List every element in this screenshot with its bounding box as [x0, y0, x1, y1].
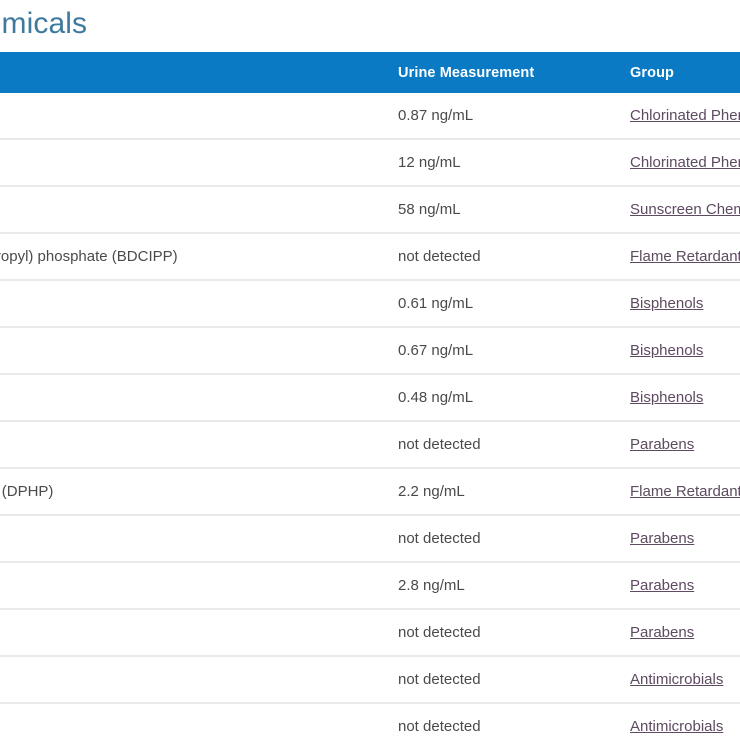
group-link[interactable]: Bisphenols — [630, 389, 704, 406]
cell-chemical-name: Bisphenol S — [0, 374, 380, 422]
group-link[interactable]: Bisphenols — [630, 342, 704, 359]
cell-chemical-name: Methyl paraben — [0, 562, 380, 610]
table-row: Butyl parabennot detected Parabens — [0, 421, 740, 469]
cell-group: Flame Retardants — [612, 233, 740, 281]
column-header-urine-measurement[interactable]: Urine Measurement — [398, 64, 535, 81]
cell-chemical-name: Diphenyl phosphate (DPHP) — [0, 468, 380, 516]
cell-chemical-name: Bisphenol A — [0, 280, 380, 328]
cell-urine-measurement: not detected — [380, 515, 612, 563]
cell-group: Bisphenols — [612, 327, 740, 375]
cell-group: Chlorinated Phenols — [612, 93, 740, 140]
group-link[interactable]: Antimicrobials — [630, 718, 724, 735]
cell-group: Antimicrobials — [612, 703, 740, 740]
table-row: Diphenyl phosphate (DPHP)2.2 ng/mL Flame … — [0, 468, 740, 516]
group-link[interactable]: Parabens — [630, 530, 695, 547]
chemicals-table: Chemical Urine Measurement Group 2,4-Dic… — [0, 52, 740, 740]
group-link[interactable]: Flame Retardants — [630, 248, 740, 265]
cell-urine-measurement: not detected — [380, 703, 612, 740]
table-row: Bisphenol A0.61 ng/mL Bisphenols — [0, 280, 740, 328]
cell-group: Parabens — [612, 562, 740, 610]
column-header-chemical[interactable]: Chemical — [0, 52, 380, 93]
cell-group: Parabens — [612, 609, 740, 657]
table-row: Bisphenol F0.67 ng/mL Bisphenols — [0, 327, 740, 375]
cell-chemical-name: 2,5-Dichlorophenol — [0, 139, 380, 187]
cell-chemical-name: Benzophenone-3 — [0, 186, 380, 234]
table-row: Bis(1,3-dichloro-2-propyl) phosphate (BD… — [0, 233, 740, 281]
cell-chemical-name: Bis(1,3-dichloro-2-propyl) phosphate (BD… — [0, 233, 380, 281]
group-link[interactable]: Chlorinated Phenols — [630, 107, 740, 124]
table-row: 2,4-Dichlorophenol0.87 ng/mL Chlorinated … — [0, 93, 740, 140]
cell-group: Chlorinated Phenols — [612, 139, 740, 187]
table-row: not detected Antimicrobials — [0, 703, 740, 740]
group-link[interactable]: Antimicrobials — [630, 671, 724, 688]
cell-chemical-name: Ethyl paraben — [0, 515, 380, 563]
table-header: Chemical Urine Measurement Group — [0, 52, 740, 93]
column-header-group[interactable]: Group — [630, 64, 674, 81]
cell-urine-measurement: 2.2 ng/mL — [380, 468, 612, 516]
cell-group: Sunscreen Chemicals — [612, 186, 740, 234]
cell-urine-measurement: 0.67 ng/mL — [380, 327, 612, 375]
table-body: 2,4-Dichlorophenol0.87 ng/mL Chlorinated … — [0, 93, 740, 740]
group-link[interactable]: Parabens — [630, 624, 695, 641]
cell-group: Parabens — [612, 421, 740, 469]
cell-chemical-name: Triclosan — [0, 656, 380, 704]
cell-urine-measurement: 58 ng/mL — [380, 186, 612, 234]
cell-urine-measurement: not detected — [380, 609, 612, 657]
table-row: Methyl paraben2.8 ng/mL Parabens — [0, 562, 740, 610]
group-link[interactable]: Bisphenols — [630, 295, 704, 312]
group-link[interactable]: Parabens — [630, 436, 695, 453]
cell-chemical-name — [0, 703, 380, 740]
cell-group: Flame Retardants — [612, 468, 740, 516]
cell-urine-measurement: not detected — [380, 421, 612, 469]
cell-urine-measurement: 0.61 ng/mL — [380, 280, 612, 328]
cell-urine-measurement: 0.87 ng/mL — [380, 93, 612, 140]
table-row: Benzophenone-358 ng/mL Sunscreen Chemical… — [0, 186, 740, 234]
cell-group: Bisphenols — [612, 374, 740, 422]
group-link[interactable]: Sunscreen Chemicals — [630, 201, 740, 218]
cell-group: Bisphenols — [612, 280, 740, 328]
table-row: Ethyl parabennot detected Parabens — [0, 515, 740, 563]
cell-urine-measurement: 12 ng/mL — [380, 139, 612, 187]
cell-urine-measurement: 0.48 ng/mL — [380, 374, 612, 422]
cell-chemical-name: Butyl paraben — [0, 421, 380, 469]
cell-urine-measurement: not detected — [380, 656, 612, 704]
cell-group: Antimicrobials — [612, 656, 740, 704]
table-row: Propyl parabennot detected Parabens — [0, 609, 740, 657]
cell-chemical-name: 2,4-Dichlorophenol — [0, 93, 380, 140]
table-header-row: Chemical Urine Measurement Group — [0, 52, 740, 93]
group-link[interactable]: Flame Retardants — [630, 483, 740, 500]
table-row: Triclosannot detected Antimicrobials — [0, 656, 740, 704]
cell-urine-measurement: not detected — [380, 233, 612, 281]
table-row: 2,5-Dichlorophenol12 ng/mL Chlorinated Ph… — [0, 139, 740, 187]
cell-chemical-name: Propyl paraben — [0, 609, 380, 657]
group-link[interactable]: Chlorinated Phenols — [630, 154, 740, 171]
table-row: Bisphenol S0.48 ng/mL Bisphenols — [0, 374, 740, 422]
cell-group: Parabens — [612, 515, 740, 563]
group-link[interactable]: Parabens — [630, 577, 695, 594]
cell-urine-measurement: 2.8 ng/mL — [380, 562, 612, 610]
page-title: List of Chemicals — [0, 7, 88, 40]
cell-chemical-name: Bisphenol F — [0, 327, 380, 375]
